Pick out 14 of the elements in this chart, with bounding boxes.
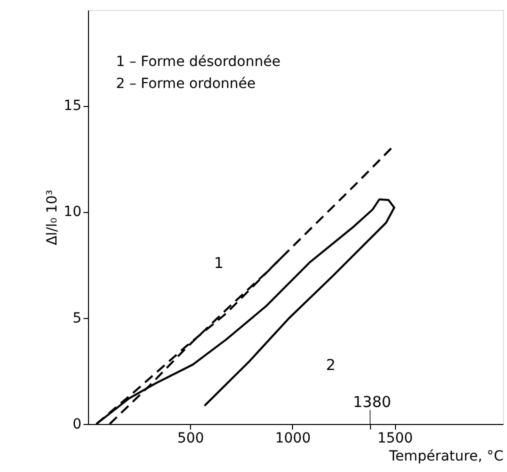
annotation: 1 – Forme désordonnée (116, 54, 280, 70)
y-axis-title: Δl/l₀ 10³ (44, 190, 61, 246)
x-tick-label: 1000 (275, 430, 311, 446)
y-tick-label: 5 (72, 310, 82, 326)
annotation: 2 – Forme ordonnée (116, 76, 256, 92)
annotation: 1 (214, 254, 224, 272)
x-tick-label: 500 (177, 430, 204, 446)
annotation: 2 (326, 356, 336, 374)
y-tick-label: 10 (64, 204, 82, 220)
y-tick-label: 0 (72, 416, 82, 432)
y-tick-label: 15 (64, 98, 82, 114)
x-axis-title: Température, °C (388, 448, 504, 464)
annotation: 1380 (353, 393, 392, 411)
x-tick-label: 1500 (377, 430, 413, 446)
